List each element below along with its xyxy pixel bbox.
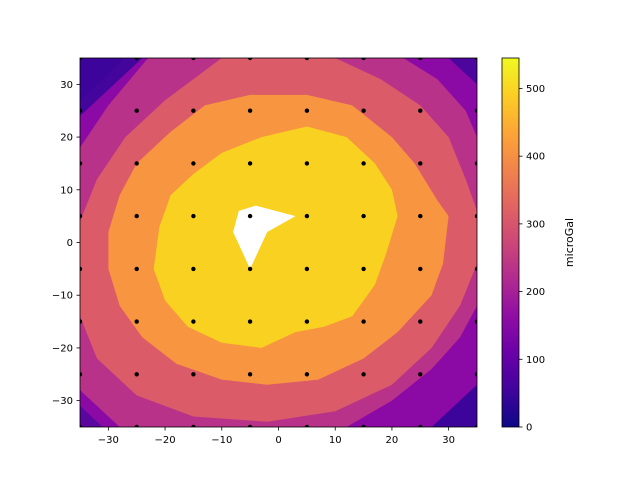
colorbar-gradient <box>502 58 519 427</box>
station-point <box>191 266 196 272</box>
station-point <box>247 266 253 272</box>
station-point <box>304 319 310 324</box>
station-point <box>304 266 310 272</box>
y-tick-label: −20 <box>52 343 73 354</box>
station-point <box>80 213 83 219</box>
station-point <box>474 161 477 166</box>
station-point <box>191 161 196 166</box>
station-point <box>191 58 196 61</box>
y-tick-label: 0 <box>67 238 73 249</box>
station-point <box>474 424 477 427</box>
colorbar-tick-label: 300 <box>526 219 545 230</box>
station-point <box>361 213 366 219</box>
colorbar: 0 100 200 300 400 500 microGal <box>501 57 576 434</box>
station-point <box>361 266 366 272</box>
region-corner-bottom-right <box>431 384 477 427</box>
station-point <box>134 424 139 427</box>
station-point <box>304 161 310 166</box>
station-point <box>134 58 139 61</box>
station-point <box>304 58 310 61</box>
station-point <box>247 424 253 427</box>
station-point <box>134 213 139 219</box>
station-point <box>418 213 423 219</box>
region-hole <box>233 205 296 269</box>
station-point <box>474 108 477 113</box>
x-tick-label: 20 <box>386 435 399 446</box>
region-corner-top-left-outer <box>80 58 143 116</box>
contour-regions <box>80 58 477 427</box>
station-point <box>80 161 83 166</box>
region-yellow <box>153 126 398 348</box>
y-tick-label: 20 <box>60 133 73 144</box>
station-point <box>247 372 253 377</box>
station-point <box>418 424 423 427</box>
colorbar-tick-label: 500 <box>526 84 545 95</box>
y-tick-label: −10 <box>52 291 73 302</box>
station-point <box>418 108 423 113</box>
y-tick-label: 30 <box>60 80 73 91</box>
station-point <box>474 58 477 61</box>
station-point <box>304 372 310 377</box>
station-point <box>80 58 83 61</box>
region-corner-bottom-left <box>80 405 103 427</box>
station-point <box>361 424 366 427</box>
x-tick-label: −30 <box>98 435 119 446</box>
station-point <box>247 108 253 113</box>
colorbar-label: microGal <box>563 218 576 267</box>
colorbar-tick-label: 200 <box>526 287 545 298</box>
station-point <box>361 372 366 377</box>
x-axis: −30 −20 −10 0 10 20 30 <box>98 427 455 446</box>
x-tick-label: 10 <box>329 435 342 446</box>
station-point <box>418 319 423 324</box>
x-tick-label: −10 <box>211 435 232 446</box>
station-point <box>247 58 253 61</box>
station-point <box>247 161 253 166</box>
region-corner-top-right <box>448 58 477 85</box>
station-point <box>191 108 196 113</box>
y-tick-label: −30 <box>52 396 73 407</box>
station-point <box>474 372 477 377</box>
y-axis: −30 −20 −10 0 10 20 30 <box>52 80 80 407</box>
station-point <box>191 372 196 377</box>
station-point <box>134 108 139 113</box>
station-point <box>474 266 477 272</box>
station-point <box>191 424 196 427</box>
station-point <box>418 58 423 61</box>
colorbar-tick-label: 400 <box>526 152 545 163</box>
station-point <box>80 424 83 427</box>
x-tick-label: −20 <box>155 435 176 446</box>
x-tick-label: 30 <box>442 435 455 446</box>
station-point <box>418 161 423 166</box>
station-point <box>191 319 196 324</box>
y-tick-label: 10 <box>60 185 73 196</box>
station-point <box>418 372 423 377</box>
station-point <box>361 319 366 324</box>
station-point <box>361 161 366 166</box>
plot-area <box>79 57 478 428</box>
station-point <box>191 213 196 219</box>
station-point <box>134 161 139 166</box>
colorbar-tick-label: 0 <box>526 423 532 434</box>
station-point <box>304 108 310 113</box>
station-point <box>134 319 139 324</box>
station-point <box>134 266 139 272</box>
station-point <box>474 319 477 324</box>
station-point <box>304 213 310 219</box>
station-point <box>361 58 366 61</box>
station-point <box>247 213 253 219</box>
station-point <box>134 372 139 377</box>
station-point <box>361 108 366 113</box>
station-point <box>80 108 83 113</box>
colorbar-frame <box>501 57 520 428</box>
station-point <box>304 424 310 427</box>
station-point <box>418 266 423 272</box>
station-point <box>80 372 83 377</box>
station-point <box>80 266 83 272</box>
x-tick-label: 0 <box>275 435 281 446</box>
station-point <box>474 213 477 219</box>
colorbar-tick-label: 100 <box>526 355 545 366</box>
station-point <box>247 319 253 324</box>
station-point <box>80 319 83 324</box>
